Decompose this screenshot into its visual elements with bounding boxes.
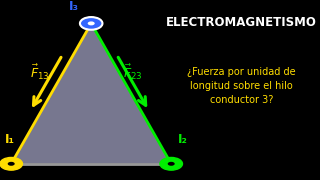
Polygon shape — [11, 23, 171, 164]
Circle shape — [168, 162, 175, 166]
Text: I₃: I₃ — [68, 0, 79, 13]
Text: $\vec{F}_{23}$: $\vec{F}_{23}$ — [123, 62, 143, 82]
Circle shape — [160, 158, 182, 170]
Text: $\vec{F}_{13}$: $\vec{F}_{13}$ — [30, 62, 50, 82]
Text: I₁: I₁ — [4, 133, 15, 146]
Text: ELECTROMAGNETISMO: ELECTROMAGNETISMO — [166, 16, 317, 29]
Circle shape — [0, 158, 22, 170]
Text: ¿Fuerza por unidad de
longitud sobre el hilo
conductor 3?: ¿Fuerza por unidad de longitud sobre el … — [187, 67, 296, 105]
Text: I₂: I₂ — [178, 133, 187, 146]
Circle shape — [88, 21, 95, 25]
Circle shape — [80, 17, 102, 30]
Circle shape — [8, 162, 15, 166]
